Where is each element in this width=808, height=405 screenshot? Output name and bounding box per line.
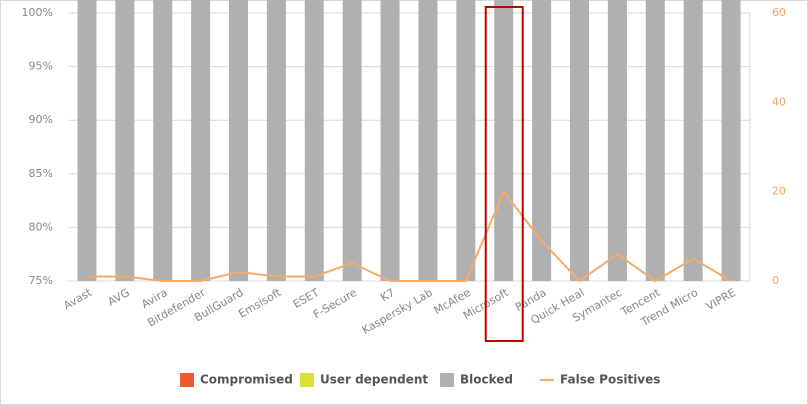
- bar: [266, 0, 286, 282]
- legend-label: Blocked: [460, 373, 513, 387]
- y2-tick-label: 40: [772, 95, 786, 108]
- bar: [570, 0, 589, 281]
- legend-label: User dependent: [320, 373, 428, 387]
- bar: [494, 0, 514, 281]
- bar: [418, 0, 438, 281]
- bar: [645, 0, 665, 281]
- legend-swatch: [180, 373, 194, 387]
- y2-tick-label: 20: [772, 185, 786, 198]
- x-tick-label: K7: [378, 286, 397, 304]
- y2-tick-label: 60: [772, 6, 786, 19]
- bar: [456, 0, 476, 281]
- bar: [153, 0, 173, 281]
- bar: [304, 0, 324, 281]
- y-tick-label: 100%: [22, 6, 53, 19]
- y-tick-label: 80%: [29, 220, 53, 233]
- bar: [607, 0, 627, 281]
- bar: [77, 0, 97, 281]
- bar: [342, 0, 362, 281]
- bar: [532, 0, 552, 281]
- y-tick-label: 75%: [29, 274, 53, 287]
- bar: [683, 0, 703, 281]
- legend-label: Compromised: [200, 373, 293, 387]
- bar: [721, 0, 741, 281]
- bar: [380, 0, 400, 281]
- bar: [191, 0, 211, 281]
- y-tick-label: 95%: [29, 60, 53, 73]
- legend-swatch: [300, 373, 314, 387]
- legend-label: False Positives: [560, 373, 660, 387]
- y2-tick-label: 0: [772, 274, 779, 287]
- bar: [229, 0, 248, 281]
- highlight-box: [484, 6, 524, 342]
- legend-swatch: [440, 373, 454, 387]
- bar: [115, 0, 135, 281]
- y-tick-label: 90%: [29, 113, 53, 126]
- y-tick-label: 85%: [29, 167, 53, 180]
- line: [86, 189, 732, 283]
